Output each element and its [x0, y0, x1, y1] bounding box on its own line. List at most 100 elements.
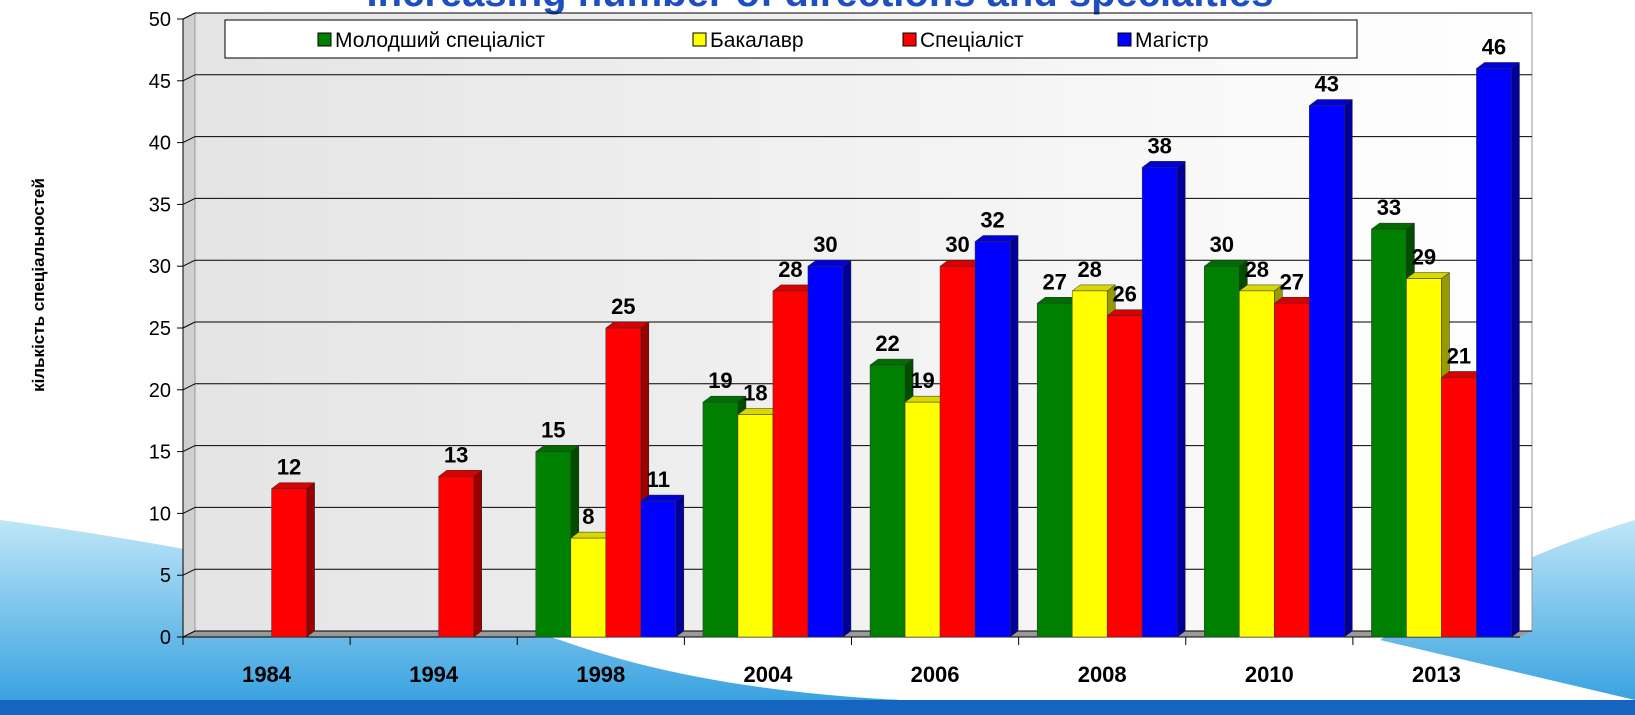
value-label: 28	[778, 257, 802, 282]
bar-top	[1370, 222, 1416, 230]
bar	[702, 401, 739, 638]
bar-side	[306, 482, 315, 638]
bar	[1071, 290, 1108, 638]
legend-swatch	[317, 32, 332, 47]
y-tick-label: 0	[160, 627, 171, 649]
value-label: 19	[910, 368, 934, 393]
x-tick-label: 2008	[1078, 662, 1127, 687]
bar-top	[270, 482, 316, 489]
y-tick-label: 45	[149, 71, 171, 93]
legend-swatch	[692, 32, 707, 47]
y-axis-label: кількість спеціальностей	[29, 178, 48, 392]
bar	[1036, 303, 1073, 638]
bar-top	[437, 470, 483, 477]
bar	[737, 414, 774, 638]
bar-top	[640, 494, 685, 502]
legend-label: Молодший спеціаліст	[335, 29, 545, 52]
chart-title: Increasing number of directions and spec…	[367, 0, 1274, 15]
value-label: 43	[1315, 72, 1339, 97]
bottom-stripe	[0, 700, 1635, 715]
grid-line	[182, 568, 196, 576]
y-tick-label: 10	[149, 503, 171, 525]
bar-top	[1141, 161, 1186, 168]
bar	[1406, 278, 1442, 638]
bar-side	[1176, 160, 1186, 638]
y-tick-label: 5	[160, 565, 171, 587]
bar-top	[974, 235, 1019, 242]
legend-swatch	[902, 32, 917, 47]
value-label: 29	[1412, 245, 1436, 270]
value-label: 25	[611, 294, 635, 319]
bar	[1141, 167, 1178, 638]
bar	[1239, 290, 1275, 638]
bar-top	[1203, 259, 1249, 267]
value-label: 38	[1147, 133, 1171, 158]
bar-top	[535, 445, 580, 452]
bar	[1274, 303, 1310, 638]
grid-line	[182, 259, 196, 267]
bar-top	[869, 358, 914, 366]
bar	[1441, 377, 1477, 638]
grid-line	[182, 630, 196, 638]
x-tick-label: 2013	[1412, 662, 1461, 687]
y-tick-label: 50	[149, 9, 171, 31]
grid-line	[182, 136, 196, 144]
bar-top	[605, 321, 650, 329]
x-tick-label: 2004	[743, 662, 793, 687]
y-tick-label: 15	[149, 442, 171, 464]
x-tick-label: 2006	[911, 662, 960, 687]
bar	[535, 451, 572, 638]
value-label: 32	[980, 207, 1004, 232]
y-tick-label: 25	[149, 318, 171, 340]
legend	[224, 19, 1358, 59]
grid-line	[182, 383, 196, 391]
value-label: 13	[444, 442, 468, 467]
value-label: 11	[647, 467, 670, 492]
bar-top	[807, 259, 852, 267]
legend-label: Бакалавр	[710, 29, 804, 52]
grid-line	[182, 321, 196, 329]
y-tick-label: 30	[149, 256, 171, 278]
x-tick-label: 1994	[409, 662, 459, 687]
bar	[1309, 105, 1345, 638]
bar-side	[473, 469, 482, 638]
bar-side	[1009, 234, 1019, 638]
bar	[605, 327, 642, 638]
value-label: 15	[541, 418, 565, 443]
value-label: 21	[1447, 343, 1471, 368]
bar-side	[1344, 99, 1353, 638]
legend-label: Магістр	[1135, 29, 1209, 52]
value-label: 12	[277, 455, 301, 480]
grid-line	[182, 197, 196, 205]
value-label: 30	[1210, 232, 1234, 257]
value-label: 28	[1245, 257, 1269, 282]
bar-top	[1308, 99, 1354, 106]
x-tick-label: 2010	[1245, 662, 1294, 687]
bar-side	[675, 494, 685, 638]
bar	[974, 241, 1011, 638]
bar	[904, 401, 941, 638]
x-tick-label: 1998	[576, 662, 625, 687]
y-tick-label: 40	[149, 133, 171, 155]
value-label: 27	[1042, 269, 1066, 294]
bar	[570, 537, 607, 638]
bar	[772, 290, 809, 638]
value-label: 33	[1377, 195, 1401, 220]
bar	[1106, 315, 1143, 638]
bar-side	[842, 259, 852, 638]
bar	[438, 476, 474, 638]
floor	[183, 631, 1532, 637]
grid-line	[182, 12, 196, 20]
grid-line	[182, 74, 196, 82]
value-label: 30	[813, 232, 837, 257]
bar	[1204, 265, 1240, 638]
grid-line	[182, 506, 196, 514]
bar	[939, 265, 976, 638]
bar	[1371, 228, 1407, 638]
bar-top	[1071, 284, 1116, 292]
legend-label: Спеціаліст	[920, 29, 1024, 52]
y-tick-label: 35	[149, 194, 171, 216]
value-label: 46	[1482, 34, 1506, 59]
bar-top	[702, 395, 747, 403]
x-tick-label: 1984	[242, 662, 292, 687]
